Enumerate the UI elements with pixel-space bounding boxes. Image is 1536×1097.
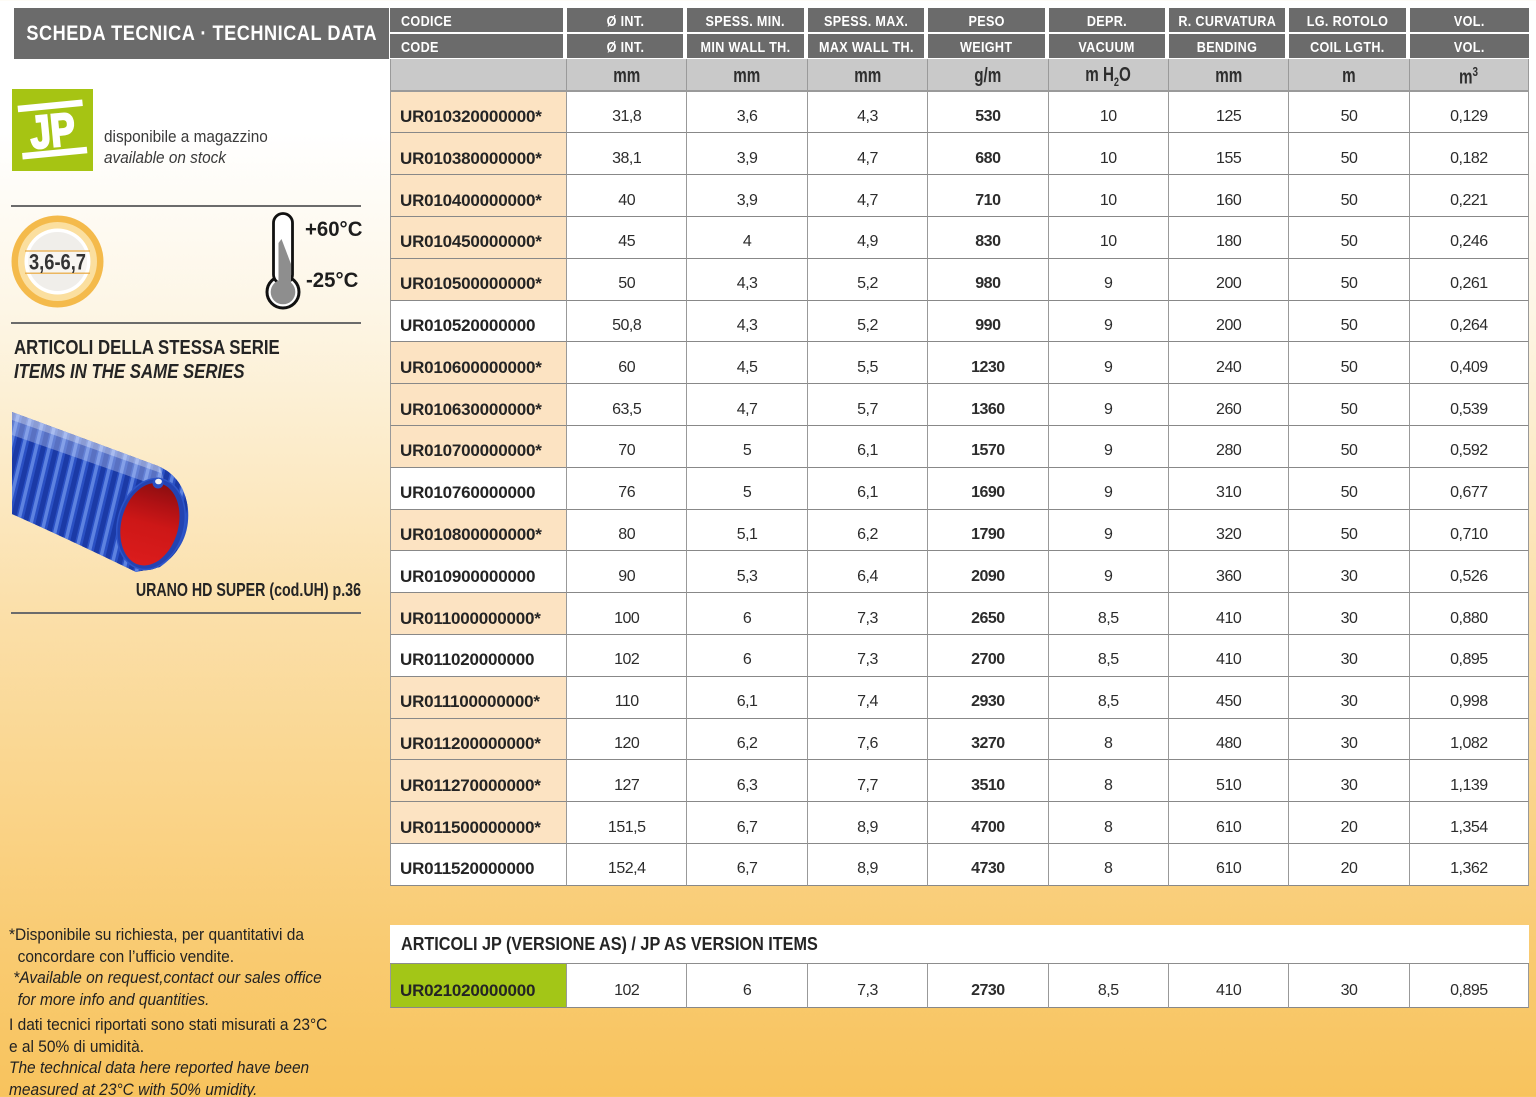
svg-text:3,6-6,7: 3,6-6,7 xyxy=(29,250,86,275)
svg-text:JP: JP xyxy=(28,102,78,158)
